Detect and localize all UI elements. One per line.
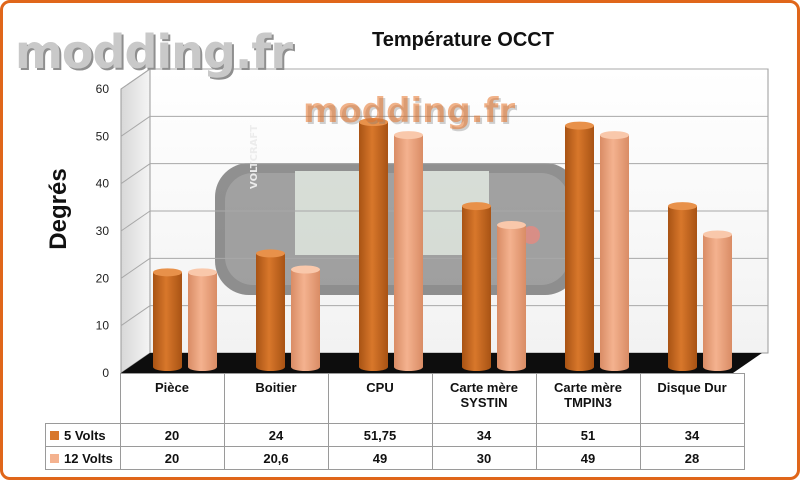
y-tick-label: 0 [102, 366, 109, 380]
chart-plot: VOLTCRAFT 0 10 20 30 40 50 60 [96, 68, 769, 380]
bar-12-volts-0 [188, 272, 217, 371]
bar-top-5-0 [668, 202, 697, 211]
gridline-side [120, 257, 151, 279]
bar-5-volts-1 [256, 253, 285, 371]
floor-slab [121, 353, 762, 373]
chart-title: Température OCCT [372, 29, 554, 51]
y-tick-label: 30 [96, 224, 110, 238]
y-axis-ticks: 0 10 20 30 40 50 60 [96, 82, 110, 380]
watermark-center: modding.fr [303, 91, 516, 131]
gridline-side [120, 305, 151, 327]
gridline-side [120, 115, 151, 137]
bar-5-volts-0 [153, 272, 182, 371]
bar-12-volts-3 [497, 225, 526, 371]
svg-text:VOLTCRAFT: VOLTCRAFT [249, 125, 260, 189]
bar-12-volts-5 [703, 234, 732, 371]
bar-top-5-1 [703, 230, 732, 239]
bar-5-volts-2 [359, 122, 388, 371]
category-label: Disque Dur [639, 373, 745, 424]
gridline-side [120, 210, 151, 232]
bar-top-1-0 [256, 249, 285, 258]
gridline-side [120, 163, 151, 185]
table-row-5-volts: 5 Volts 20 24 51,75 34 51 34 [45, 423, 745, 447]
legend-swatch-12-volts [50, 453, 59, 463]
bar-top-3-1 [497, 221, 526, 229]
table-cell: 34 [431, 423, 537, 447]
y-tick-label: 20 [96, 271, 110, 285]
table-cell: 49 [327, 446, 433, 470]
table-cell: 51 [535, 423, 641, 447]
bar-top-4-1 [600, 131, 629, 140]
table-cell: 28 [639, 446, 745, 470]
bar-12-volts-4 [600, 135, 629, 371]
y-axis-label: Degrés [45, 168, 72, 250]
y-tick-label: 60 [96, 82, 110, 96]
table-header-row: Pièce Boitier CPU Carte mère SYSTIN Carte mèr… [46, 373, 745, 424]
bar-top-1-1 [291, 265, 320, 274]
y-tick-label: 40 [96, 177, 110, 191]
category-label: Carte mère SYSTIN [431, 373, 537, 424]
bar-top-4-0 [565, 121, 594, 130]
category-label: Boitier [223, 373, 329, 424]
table-cell: 20,6 [223, 446, 329, 470]
category-label: Pièce [119, 373, 225, 424]
table-row-12-volts: 12 Volts 20 20,6 49 30 49 28 [45, 446, 745, 470]
bars [153, 118, 732, 371]
table-cell: 51,75 [327, 423, 433, 447]
legend-5-volts: 5 Volts [45, 423, 121, 447]
bar-5-volts-5 [668, 206, 697, 371]
table-cell: 34 [639, 423, 745, 447]
legend-label-5-volts: 5 Volts [64, 427, 106, 443]
bar-12-volts-2 [394, 135, 423, 371]
chart-floor [121, 353, 762, 373]
y-tick-label: 10 [96, 319, 110, 333]
gridlines [120, 68, 768, 327]
table-cell: 24 [223, 423, 329, 447]
table-corner [46, 374, 121, 424]
category-label: CPU [327, 373, 433, 424]
category-label: Carte mère TMPIN3 [535, 373, 641, 424]
bar-5-volts-4 [565, 125, 594, 371]
data-table: Pièce Boitier CPU Carte mère SYSTIN Carte mèr… [45, 373, 745, 470]
bar-top-0-1 [188, 268, 217, 277]
watermark-logo: modding.fr [15, 25, 293, 79]
legend-12-volts: 12 Volts [45, 446, 121, 470]
bar-top-2-0 [359, 118, 388, 127]
legend-label-12-volts: 12 Volts [64, 450, 113, 466]
bar-5-volts-3 [462, 206, 491, 371]
y-tick-label: 50 [96, 129, 110, 143]
bar-12-volts-1 [291, 269, 320, 371]
bar-top-2-1 [394, 131, 423, 140]
bar-top-3-0 [462, 202, 491, 211]
gridline-side [120, 68, 151, 90]
table-cell: 49 [535, 446, 641, 470]
table-cell: 30 [431, 446, 537, 470]
table-cell: 20 [119, 446, 225, 470]
legend-swatch-5-volts [50, 430, 59, 440]
bar-top-0-0 [153, 268, 182, 277]
table-cell: 20 [119, 423, 225, 447]
